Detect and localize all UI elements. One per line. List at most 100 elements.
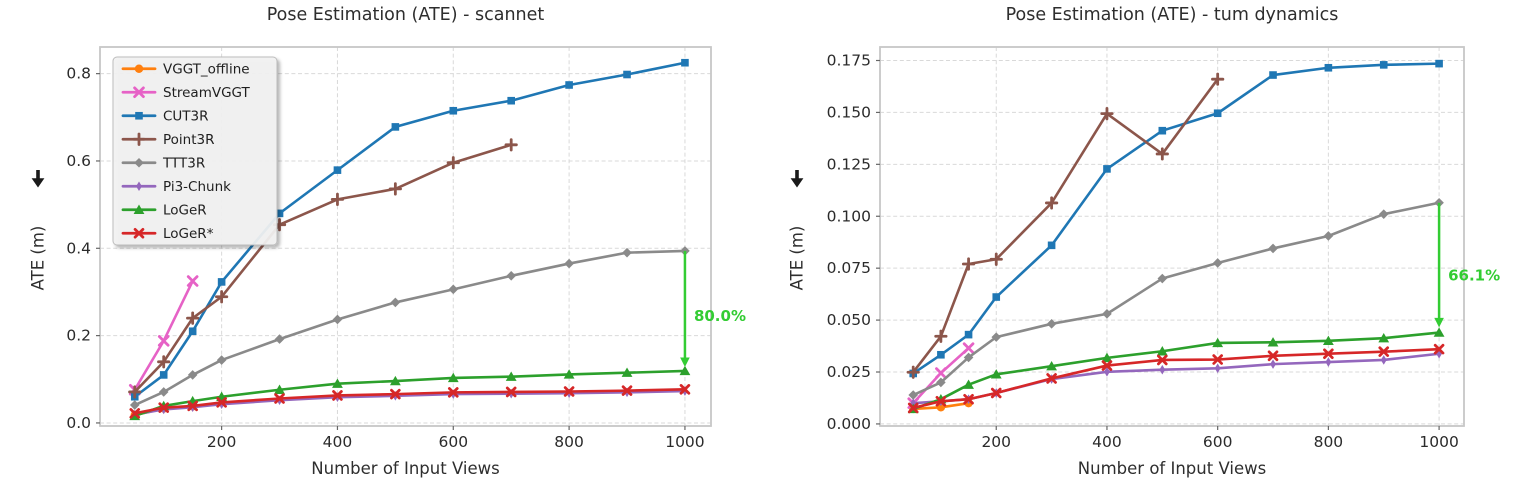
series-Point3R bbox=[128, 138, 518, 399]
plus-marker bbox=[157, 355, 171, 369]
legend-label: LoGeR bbox=[163, 202, 207, 218]
square-marker bbox=[333, 166, 342, 174]
plus-marker bbox=[1211, 72, 1225, 86]
lower-is-better-arrow-icon bbox=[31, 170, 45, 188]
diamond-marker bbox=[1378, 209, 1389, 219]
series-LoGeR* bbox=[129, 384, 691, 419]
x-tick-label: 200 bbox=[981, 433, 1011, 451]
y-tick-label: 0.8 bbox=[66, 65, 91, 83]
triangle-marker bbox=[1046, 360, 1058, 371]
legend-item-CUT3R: CUT3R bbox=[121, 108, 209, 124]
series-line bbox=[133, 249, 687, 407]
x-marker bbox=[907, 402, 919, 414]
y-tick-label: 0.125 bbox=[827, 155, 871, 173]
triangle-marker bbox=[1322, 335, 1334, 346]
y-tick-label: 0.2 bbox=[66, 327, 91, 345]
y-tick-label: 0.050 bbox=[827, 311, 871, 329]
x-marker bbox=[187, 400, 198, 412]
plus-marker bbox=[934, 329, 948, 343]
x-tick-label: 200 bbox=[207, 433, 237, 451]
diamond-marker bbox=[991, 332, 1002, 342]
series-Point3R bbox=[906, 72, 1225, 379]
plus-marker bbox=[215, 290, 229, 304]
series-CUT3R bbox=[909, 59, 1443, 378]
triangle-marker bbox=[1156, 346, 1168, 356]
x-tick-label: 1000 bbox=[665, 433, 704, 451]
triangle-marker bbox=[563, 369, 575, 379]
y-axis-label-left: ATE (m) bbox=[28, 225, 48, 291]
diamond-marker bbox=[187, 370, 198, 380]
chart-title-scannet: Pose Estimation (ATE) - scannet bbox=[266, 5, 545, 25]
x-axis-label-right: Number of Input Views bbox=[1077, 459, 1267, 478]
x-marker bbox=[990, 387, 1002, 399]
triangle-marker bbox=[990, 369, 1002, 379]
legend-label: TTT3R bbox=[162, 155, 205, 171]
ticks: 200 400 600 800 1000 0.000 0.025 0.050 0.075 0.10… bbox=[827, 51, 1459, 451]
plus-marker bbox=[906, 365, 920, 379]
y-tick-label: 0.025 bbox=[827, 363, 871, 381]
diamond-marker bbox=[448, 284, 459, 295]
diamond-marker bbox=[158, 387, 169, 397]
square-marker bbox=[1103, 165, 1111, 173]
y-tick-label: 0.100 bbox=[827, 207, 871, 225]
diamond-marker bbox=[506, 270, 516, 281]
series-line bbox=[911, 347, 1441, 410]
x-marker bbox=[1433, 343, 1445, 355]
diamond-marker bbox=[1046, 319, 1057, 329]
legend-item-StreamVGGT: StreamVGGT bbox=[121, 85, 251, 101]
x-tick-label: 800 bbox=[554, 433, 584, 451]
triangle-marker bbox=[679, 365, 691, 376]
plus-marker bbox=[330, 192, 345, 206]
x-tick-label: 400 bbox=[323, 433, 353, 451]
x-marker bbox=[1212, 354, 1223, 365]
legend-label: StreamVGGT bbox=[163, 85, 251, 101]
square-marker bbox=[1269, 71, 1277, 79]
legend-item-LoGeR*: LoGeR* bbox=[121, 226, 214, 242]
chart-title-tum-dynamics: Pose Estimation (ATE) - tum dynamics bbox=[1005, 5, 1339, 25]
x-marker bbox=[505, 386, 517, 398]
square-marker bbox=[449, 106, 458, 115]
y-tick-label: 0.0 bbox=[66, 414, 91, 432]
square-marker bbox=[964, 330, 973, 339]
x-marker bbox=[1378, 346, 1390, 357]
chart-0: 200 400 600 800 1000 0.0 0.2 0.4 0.6 0.8 VGGT_offl… bbox=[66, 46, 746, 451]
x-marker bbox=[158, 402, 170, 413]
square-marker bbox=[1435, 59, 1443, 68]
series-StreamVGGT bbox=[907, 342, 975, 409]
diamond-marker bbox=[390, 297, 401, 308]
x-tick-label: 1000 bbox=[1419, 433, 1458, 451]
diamond-marker bbox=[1212, 258, 1223, 268]
x-tick-label: 800 bbox=[1314, 433, 1344, 451]
series-line bbox=[133, 389, 687, 416]
diamond-marker bbox=[936, 377, 946, 388]
plus-marker bbox=[388, 182, 402, 196]
legend-item-TTT3R: TTT3R bbox=[121, 155, 205, 171]
legend-item-Point3R: Point3R bbox=[121, 132, 215, 148]
thin-diamond-marker bbox=[1270, 359, 1276, 369]
square-marker bbox=[1047, 241, 1056, 250]
plus-marker bbox=[446, 156, 460, 170]
x-marker bbox=[133, 227, 145, 239]
plus-marker bbox=[128, 385, 142, 399]
series-line bbox=[911, 331, 1441, 411]
y-tick-label: 0.4 bbox=[66, 239, 91, 257]
triangle-marker bbox=[963, 379, 974, 389]
X-marker bbox=[157, 335, 170, 347]
series-layer bbox=[906, 59, 1445, 414]
legend-label: Point3R bbox=[163, 132, 215, 148]
series-line bbox=[133, 388, 687, 415]
X-marker bbox=[962, 342, 975, 354]
diamond-marker bbox=[1323, 231, 1334, 241]
annotation-label: 66.1% bbox=[1448, 266, 1500, 284]
x-tick-label: 400 bbox=[1092, 433, 1122, 451]
x-marker bbox=[679, 384, 691, 395]
x-marker bbox=[1046, 373, 1057, 384]
y-tick-label: 0.000 bbox=[827, 415, 871, 433]
plus-marker bbox=[132, 132, 146, 146]
y-axis-label-right: ATE (m) bbox=[787, 225, 807, 291]
square-marker bbox=[1158, 126, 1167, 135]
square-marker bbox=[623, 70, 631, 79]
x-axis-label-left: Number of Input Views bbox=[311, 459, 500, 478]
x-marker bbox=[563, 386, 575, 397]
